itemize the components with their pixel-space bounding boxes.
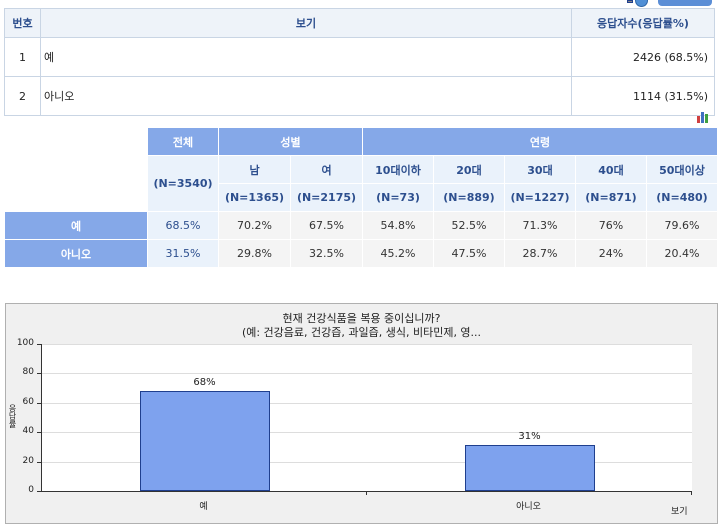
y-tick-mark: [37, 461, 41, 463]
y-tick-label: 40: [22, 426, 34, 437]
row-num: 1: [4, 37, 41, 77]
table-row: 아니오 31.5% 29.8% 32.5% 45.2% 47.5% 28.7% …: [4, 239, 718, 268]
col-n: (N=871): [575, 183, 647, 212]
row-num: 2: [4, 76, 41, 116]
table-row: 1 예 2426 (68.5%): [4, 37, 715, 77]
cell-value: 52.5%: [433, 211, 505, 240]
y-tick-mark: [37, 402, 41, 404]
col-label: 20대: [433, 155, 505, 184]
gridline: [42, 461, 692, 463]
top-action-button[interactable]: [658, 0, 712, 6]
col-n: (N=2175): [290, 183, 363, 212]
bar[interactable]: [139, 391, 270, 491]
total-header: 전체: [147, 127, 219, 156]
gridline: [42, 344, 692, 345]
cell-value: 47.5%: [433, 239, 505, 268]
y-tick-label: 0: [28, 485, 34, 495]
col-label: 10대이하: [362, 155, 434, 184]
cell-value: 32.5%: [290, 239, 363, 268]
crosstab-table: 전체 성별 연령 (N=3540) 남 여 10대이하 20대 30대 40대 …: [4, 127, 718, 268]
total-n: (N=3540): [147, 155, 219, 212]
col-n: (N=480): [646, 183, 718, 212]
y-tick-label: 20: [22, 455, 34, 466]
chart-panel: 현재 건강식품을 복용 중이십니까? (예: 건강음료, 건강즙, 과일즙, 생…: [5, 303, 718, 524]
header-count: 응답자수(응답률%): [571, 8, 715, 38]
cell-value: 71.3%: [504, 211, 576, 240]
plot-area: 68% 31%: [41, 344, 692, 492]
cell-value: 20.4%: [646, 239, 718, 268]
x-tick-mark: [366, 491, 367, 495]
cell-value: 70.2%: [218, 211, 291, 240]
table-row: 예 68.5% 70.2% 67.5% 54.8% 52.5% 71.3% 76…: [4, 211, 718, 240]
responses-table: 번호 보기 응답자수(응답률%) 1 예 2426 (68.5%) 2 아니오 …: [4, 8, 715, 116]
x-axis-title: 보기: [671, 507, 688, 517]
row-label: 예: [4, 211, 148, 240]
row-total: 68.5%: [147, 211, 219, 240]
x-tick-mark: [691, 491, 692, 495]
cell-value: 76%: [575, 211, 647, 240]
responses-header-row: 번호 보기 응답자수(응답률%): [4, 8, 715, 38]
bar-value-label: 68%: [193, 377, 216, 389]
table-row: 2 아니오 1114 (31.5%): [4, 76, 715, 116]
y-tick-mark: [37, 491, 41, 492]
age-group-header: 연령: [362, 127, 718, 156]
x-tick-label: 아니오: [516, 502, 541, 512]
header-option: 보기: [40, 8, 572, 38]
row-option: 아니오: [40, 76, 572, 116]
y-tick-mark: [37, 432, 41, 434]
col-n: (N=889): [433, 183, 505, 212]
cell-value: 54.8%: [362, 211, 434, 240]
row-count: 1114 (31.5%): [571, 76, 715, 116]
y-axis-title: 응답률: [8, 404, 17, 428]
refresh-icon[interactable]: [627, 0, 648, 7]
bar[interactable]: [464, 445, 595, 491]
y-tick-label: 80: [22, 367, 34, 378]
cell-value: 79.6%: [646, 211, 718, 240]
cell-value: 45.2%: [362, 239, 434, 268]
chart-subtitle: (예: 건강음료, 건강즙, 과일즙, 생식, 비타민제, 영...: [241, 326, 482, 339]
crosstab-corner: [4, 127, 148, 212]
bar-value-label: 31%: [518, 431, 541, 443]
y-tick-label: 60: [22, 396, 34, 407]
col-n: (N=1227): [504, 183, 576, 212]
header-num: 번호: [4, 8, 41, 38]
col-n: (N=73): [362, 183, 434, 212]
col-label: 50대이상: [646, 155, 718, 184]
row-label: 아니오: [4, 239, 148, 268]
col-label: 40대: [575, 155, 647, 184]
cell-value: 28.7%: [504, 239, 576, 268]
col-n: (N=1365): [218, 183, 291, 212]
bar-chart-icon[interactable]: [696, 111, 710, 123]
gender-group-header: 성별: [218, 127, 363, 156]
y-tick-mark: [37, 373, 41, 375]
cell-value: 24%: [575, 239, 647, 268]
y-tick-label: 100: [16, 338, 34, 348]
gridline: [42, 432, 692, 434]
cell-value: 29.8%: [218, 239, 291, 268]
col-label: 30대: [504, 155, 576, 184]
chart-title: 현재 건강식품을 복용 중이십니까?: [282, 312, 441, 325]
row-option: 예: [40, 37, 572, 77]
x-tick-label: 예: [199, 502, 208, 512]
row-count: 2426 (68.5%): [571, 37, 715, 77]
gridline: [42, 402, 692, 404]
col-label: 여: [290, 155, 363, 184]
gridline: [42, 373, 692, 375]
y-tick-mark: [37, 344, 41, 345]
row-total: 31.5%: [147, 239, 219, 268]
cell-value: 67.5%: [290, 211, 363, 240]
col-label: 남: [218, 155, 291, 184]
